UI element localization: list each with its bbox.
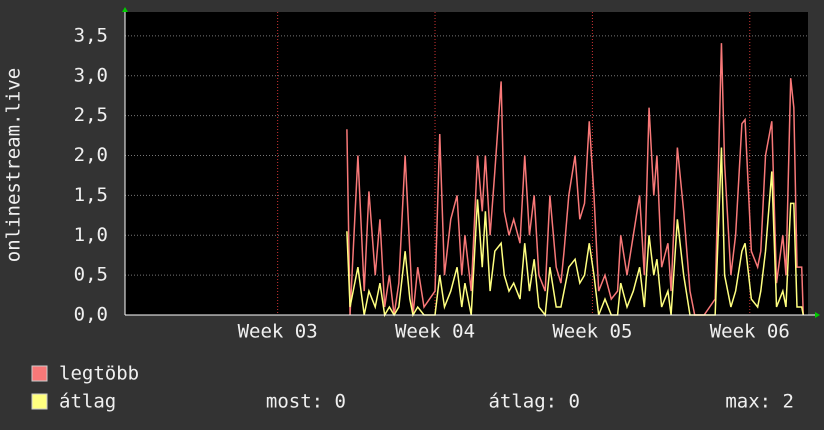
- y-axis-label: onlinestream.live: [3, 68, 25, 262]
- y-tick-label: 0,0: [74, 304, 108, 326]
- y-tick-label: 3,0: [74, 64, 108, 86]
- x-tick-label: Week 03: [238, 321, 318, 343]
- x-arrow: [815, 312, 820, 318]
- stat-label: átlag: 0: [488, 391, 580, 413]
- y-tick-label: 2,5: [74, 104, 108, 126]
- series-line: [346, 147, 805, 318]
- x-tick-label: Week 06: [710, 321, 790, 343]
- legend-swatch: [31, 393, 48, 410]
- stat-label: max: 2: [725, 391, 794, 413]
- y-tick-label: 3,5: [74, 24, 108, 46]
- legend-label: átlag: [59, 391, 116, 413]
- y-tick-label: 0,5: [74, 264, 108, 286]
- legend-label: legtöbb: [59, 363, 139, 385]
- x-tick-label: Week 05: [552, 321, 632, 343]
- series-line: [346, 43, 805, 316]
- y-tick-label: 1,0: [74, 224, 108, 246]
- legend-swatch: [31, 365, 48, 382]
- y-tick-label: 1,5: [74, 184, 108, 206]
- lines: [346, 43, 805, 318]
- legend: legtöbb átlag most: 0 átlag: 0 max: 2: [31, 363, 794, 413]
- x-tick-label: Week 04: [395, 321, 475, 343]
- stat-label: most: 0: [266, 391, 346, 413]
- y-tick-label: 2,0: [74, 144, 108, 166]
- y-arrow: [122, 7, 128, 12]
- plot-area: [125, 12, 808, 315]
